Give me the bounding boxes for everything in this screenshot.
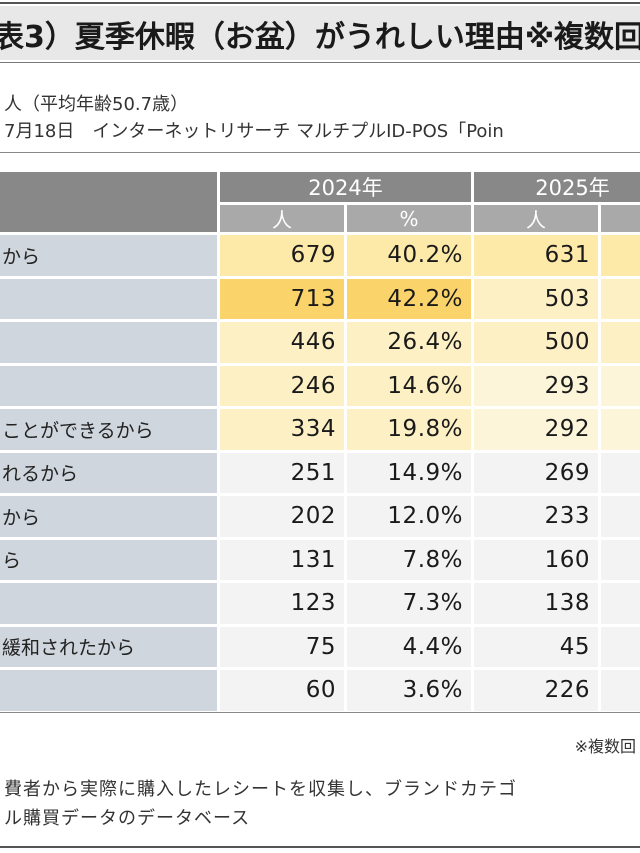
survey-meta-respondents: 人（平均年齢50.7歳） (4, 94, 189, 115)
row-label: ら (0, 539, 217, 580)
cell-2024-count: 246 (220, 365, 344, 406)
cell-2024-count: 131 (220, 539, 344, 580)
cell-2025-percent (601, 539, 640, 580)
cell-2025-percent (601, 583, 640, 624)
unit-header-2024-count: 人 (220, 205, 344, 232)
cell-2025-count: 269 (474, 452, 598, 493)
cell-2024-count: 679 (220, 235, 344, 276)
cell-2025-percent (601, 322, 640, 363)
unit-header-2025-count: 人 (474, 205, 598, 232)
cell-2024-count: 75 (220, 626, 344, 667)
source-note-line2: ル購買データのデータベース (4, 808, 251, 829)
unit-header-2024-percent: % (347, 205, 471, 232)
cell-2025-percent (601, 670, 640, 711)
cell-2025-count: 138 (474, 583, 598, 624)
cell-2025-count: 292 (474, 409, 598, 450)
table-bottom-rule (0, 712, 640, 713)
cell-2025-percent (601, 278, 640, 319)
cell-2024-percent: 26.4% (347, 322, 471, 363)
cell-2024-percent: 14.6% (347, 365, 471, 406)
year-header-2025: 2025年 (474, 172, 640, 202)
year-header-2024: 2024年 (220, 172, 471, 202)
row-label: から (0, 496, 217, 537)
cell-2025-count: 293 (474, 365, 598, 406)
cell-2024-percent: 4.4% (347, 626, 471, 667)
cell-2024-count: 251 (220, 452, 344, 493)
cell-2024-percent: 42.2% (347, 278, 471, 319)
row-label: ことができるから (0, 409, 217, 450)
cell-2025-percent (601, 452, 640, 493)
row-label (0, 322, 217, 363)
cell-2024-percent: 7.8% (347, 539, 471, 580)
cell-2025-count: 500 (474, 322, 598, 363)
cell-2025-percent (601, 365, 640, 406)
cell-2025-count: 631 (474, 235, 598, 276)
bottom-rule (0, 846, 640, 848)
cell-2025-count: 45 (474, 626, 598, 667)
title-rule (0, 62, 640, 63)
results-table: 2024年 2025年人% 人から 679 40.2% 631 713 42.2% 503 446… (0, 163, 640, 711)
cell-2025-count: 160 (474, 539, 598, 580)
cell-2025-percent (601, 409, 640, 450)
top-rule (0, 2, 640, 4)
row-label: から (0, 235, 217, 276)
multiple-answer-note: ※複数回 (574, 737, 636, 756)
row-label (0, 365, 217, 406)
cell-2025-count: 233 (474, 496, 598, 537)
unit-header-2025-percent (601, 205, 640, 232)
cell-2024-percent: 40.2% (347, 235, 471, 276)
cell-2025-count: 226 (474, 670, 598, 711)
survey-meta-method: 7月18日 インターネットリサーチ マルチプルID-POS「Poin (4, 121, 504, 142)
cell-2025-count: 503 (474, 278, 598, 319)
cell-2024-count: 60 (220, 670, 344, 711)
cell-2025-percent (601, 626, 640, 667)
row-label (0, 278, 217, 319)
cell-2024-percent: 7.3% (347, 583, 471, 624)
page-title: 表3）夏季休暇（お盆）がうれしい理由※複数回 (0, 20, 640, 55)
cell-2025-percent (601, 496, 640, 537)
row-label: 緩和されたから (0, 626, 217, 667)
cell-2024-percent: 3.6% (347, 670, 471, 711)
cell-2024-count: 123 (220, 583, 344, 624)
header-label-corner (0, 172, 217, 232)
row-label: れるから (0, 452, 217, 493)
cell-2025-percent (601, 235, 640, 276)
row-label (0, 583, 217, 624)
row-label (0, 670, 217, 711)
cell-2024-count: 202 (220, 496, 344, 537)
cell-2024-percent: 19.8% (347, 409, 471, 450)
source-note-line1: 費者から実際に購入したレシートを収集し、ブランドカテゴ (4, 779, 517, 800)
cell-2024-count: 334 (220, 409, 344, 450)
cell-2024-percent: 12.0% (347, 496, 471, 537)
cell-2024-count: 446 (220, 322, 344, 363)
meta-rule (0, 152, 640, 153)
cell-2024-count: 713 (220, 278, 344, 319)
title-band (0, 6, 640, 60)
cell-2024-percent: 14.9% (347, 452, 471, 493)
